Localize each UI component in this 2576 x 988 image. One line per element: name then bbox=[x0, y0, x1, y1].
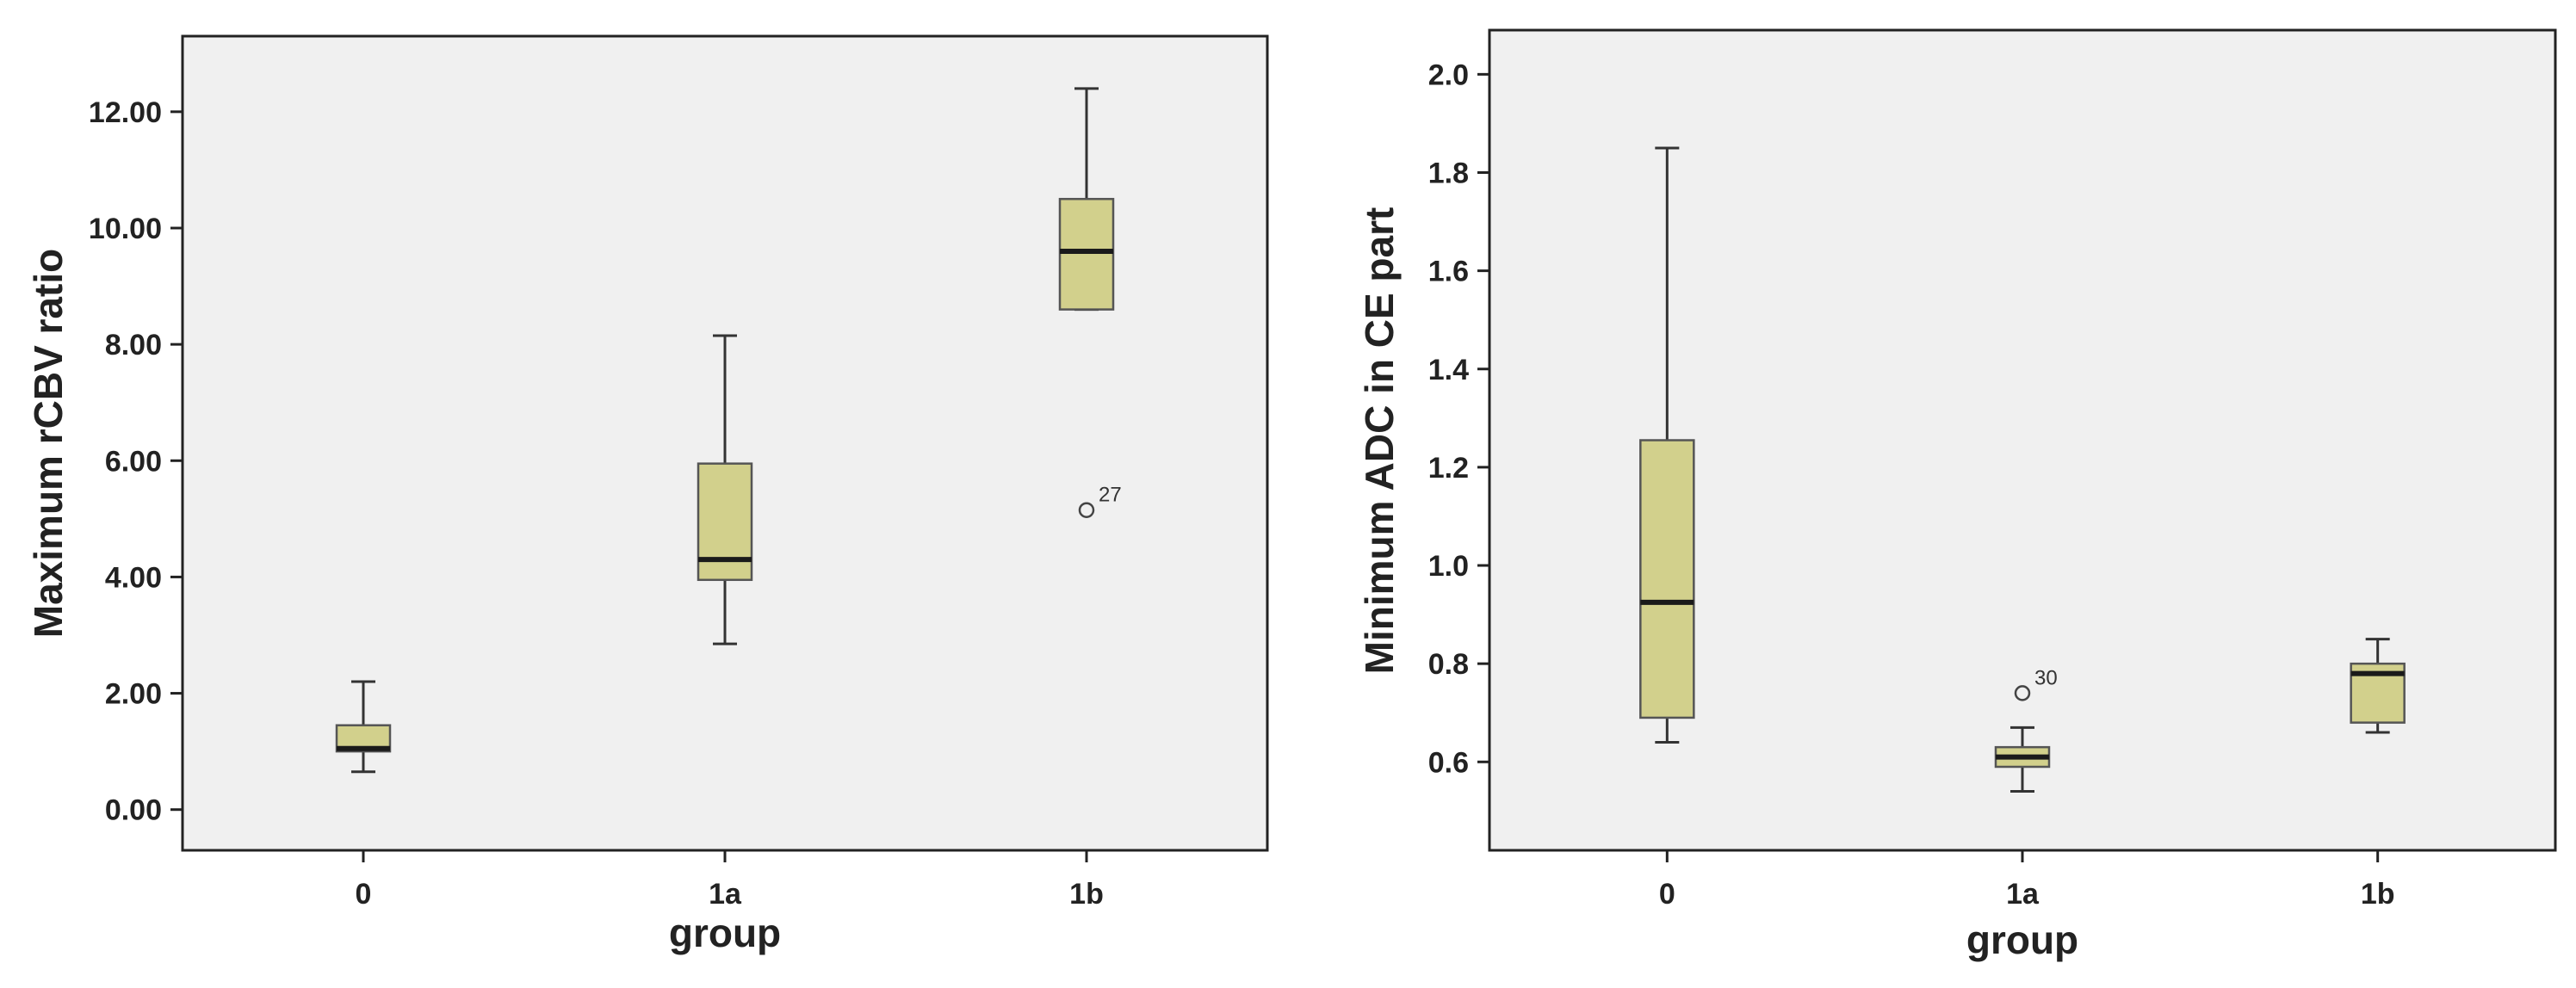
outlier-point bbox=[1078, 502, 1095, 518]
outlier-label: 27 bbox=[1099, 484, 1122, 507]
x-axis-title: group bbox=[669, 911, 781, 955]
box-group-1a bbox=[1994, 726, 2051, 793]
y-tick-label: 1.0 bbox=[1428, 550, 1469, 583]
x-tick-label: 0 bbox=[1659, 878, 1675, 911]
chart-adc: 0.6 0.8 1.0 1.2 1.4 1.6 1.8 2.0 0 1a 1b 30 group Mini… bbox=[1357, 28, 2557, 962]
box-iqr bbox=[697, 462, 753, 582]
box-group-0 bbox=[1639, 146, 1695, 744]
outlier-point bbox=[2014, 685, 2031, 701]
box-group-1b bbox=[2350, 638, 2406, 734]
x-tick-label: 1b bbox=[1069, 878, 1104, 911]
y-tick-label: 8.00 bbox=[105, 329, 162, 361]
chart-rcbv: 0.00 2.00 4.00 6.00 8.00 10.00 12.00 0 1a 1b 27 gro… bbox=[26, 34, 1269, 955]
y-tick-label: 0.6 bbox=[1428, 746, 1469, 779]
box-iqr bbox=[1058, 197, 1115, 311]
y-tick-label: 2.0 bbox=[1428, 59, 1469, 91]
box-group-0 bbox=[335, 680, 392, 774]
x-tick-label: 1b bbox=[2361, 878, 2395, 911]
x-axis-title: group bbox=[1966, 917, 2078, 962]
y-tick-label: 0.00 bbox=[105, 794, 162, 827]
y-tick-label: 2.00 bbox=[105, 678, 162, 711]
y-tick-label: 4.00 bbox=[105, 561, 162, 594]
box-group-1b bbox=[1058, 87, 1115, 312]
outlier-label: 30 bbox=[2034, 666, 2058, 689]
box-iqr bbox=[1639, 439, 1695, 719]
y-tick-label: 6.00 bbox=[105, 445, 162, 478]
y-tick-label: 1.8 bbox=[1428, 157, 1469, 189]
y-axis-title: Minimum ADC in CE part bbox=[1357, 207, 1402, 675]
y-tick-label: 1.6 bbox=[1428, 256, 1469, 288]
y-tick-label: 1.2 bbox=[1428, 452, 1469, 485]
y-tick-label: 12.00 bbox=[89, 96, 162, 129]
y-tick-label: 10.00 bbox=[89, 213, 162, 245]
x-tick-label: 1a bbox=[2006, 878, 2040, 911]
x-tick-label: 0 bbox=[356, 878, 372, 911]
box-group-1a bbox=[697, 334, 753, 645]
x-tick-label: 1a bbox=[709, 878, 742, 911]
y-axis-title: Maximum rCBV ratio bbox=[26, 249, 71, 638]
y-tick-label: 1.4 bbox=[1428, 354, 1469, 386]
y-tick-label: 0.8 bbox=[1428, 648, 1469, 681]
